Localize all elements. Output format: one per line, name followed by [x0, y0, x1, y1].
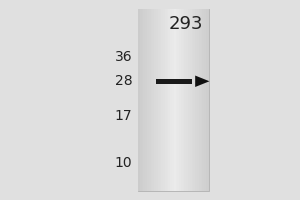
- Bar: [200, 9, 202, 191]
- Bar: [202, 9, 204, 191]
- Bar: [167, 9, 168, 191]
- Bar: [181, 9, 183, 191]
- Bar: [165, 9, 166, 191]
- Bar: [170, 9, 172, 191]
- Polygon shape: [195, 76, 209, 87]
- Bar: [183, 9, 184, 191]
- Bar: [168, 9, 170, 191]
- Bar: [194, 9, 195, 191]
- Text: 293: 293: [168, 15, 203, 33]
- Bar: [156, 9, 158, 191]
- Bar: [192, 9, 194, 191]
- Bar: [160, 9, 161, 191]
- Bar: [142, 9, 143, 191]
- Bar: [151, 9, 152, 191]
- Bar: [158, 9, 160, 191]
- Bar: [197, 9, 199, 191]
- Bar: [149, 9, 151, 191]
- Bar: [188, 9, 190, 191]
- Bar: [172, 9, 174, 191]
- Bar: [174, 9, 176, 191]
- Text: 36: 36: [115, 50, 132, 64]
- Bar: [138, 9, 209, 191]
- Bar: [163, 9, 165, 191]
- Bar: [152, 9, 154, 191]
- Bar: [154, 9, 156, 191]
- Bar: [199, 9, 200, 191]
- Text: 10: 10: [115, 156, 132, 170]
- Bar: [147, 9, 149, 191]
- Bar: [190, 9, 192, 191]
- Text: 28: 28: [115, 74, 132, 88]
- Bar: [195, 9, 197, 191]
- Bar: [161, 9, 163, 191]
- Bar: [138, 9, 140, 191]
- Bar: [143, 9, 145, 191]
- Text: 17: 17: [115, 109, 132, 123]
- Bar: [186, 9, 188, 191]
- Bar: [140, 9, 142, 191]
- Bar: [156, 79, 192, 84]
- Bar: [206, 9, 208, 191]
- Bar: [145, 9, 147, 191]
- Bar: [177, 9, 179, 191]
- Bar: [208, 9, 209, 191]
- Bar: [179, 9, 181, 191]
- Bar: [204, 9, 206, 191]
- Bar: [184, 9, 186, 191]
- Bar: [176, 9, 177, 191]
